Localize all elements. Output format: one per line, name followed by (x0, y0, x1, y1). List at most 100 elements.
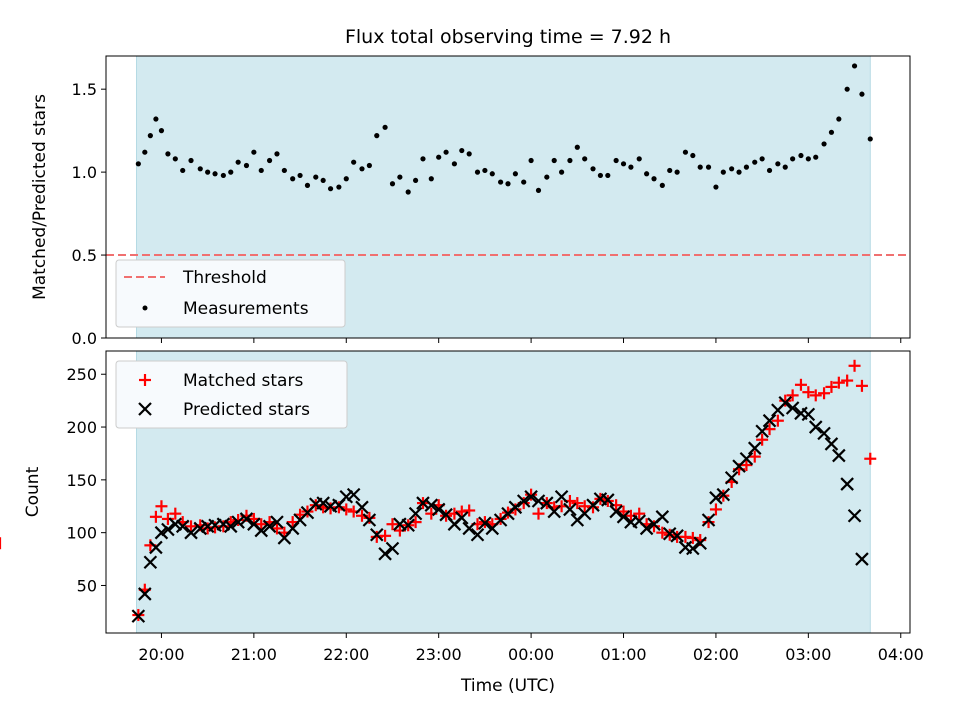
predicted-marker-b (563, 502, 577, 517)
predicted-marker-b (855, 552, 869, 566)
predicted-marker-b (470, 527, 485, 542)
measurement-point (220, 172, 226, 179)
measurement-point (743, 164, 750, 170)
matched-marker (771, 414, 784, 427)
predicted-marker-b (154, 525, 169, 540)
predicted-marker-b (847, 508, 862, 523)
bottom-axes-frame (105, 350, 911, 634)
measurement-point (251, 149, 257, 155)
top-legend: Threshold Measurements (115, 259, 346, 328)
measurement-point (205, 169, 211, 175)
predicted-marker (563, 502, 577, 517)
matched-marker (809, 389, 822, 402)
predicted-marker-b (455, 511, 469, 525)
measurement-point (813, 154, 819, 160)
predicted-marker-b (439, 507, 453, 522)
measurement-point (428, 176, 434, 182)
predicted-marker-b (369, 527, 384, 542)
measurement-point (228, 169, 234, 175)
measurement-point (382, 124, 388, 130)
predicted-marker-b (785, 401, 800, 415)
predicted-marker (408, 506, 423, 521)
measurement-point (590, 166, 596, 172)
measurement-point (736, 169, 742, 175)
measurement-point (359, 166, 365, 172)
matched-marker (656, 526, 669, 539)
measurement-point (153, 116, 159, 122)
measurement-point (705, 164, 712, 170)
measurement-point (304, 182, 311, 188)
predicted-marker (508, 500, 523, 515)
top-x-ticks (160, 338, 902, 343)
matched-marker (571, 497, 584, 510)
measurement-point (351, 159, 357, 165)
bottom-legend: Matched stars Predicted stars (115, 360, 348, 429)
predicted-marker (143, 555, 158, 570)
measurement-point (613, 157, 619, 164)
measurement-point (297, 172, 303, 179)
legend-measurements-swatch (142, 305, 148, 311)
predicted-marker (609, 504, 623, 519)
measurement-point (336, 184, 342, 190)
top-panel: 0.0 0.5 1.0 1.5 Matched/Predicted stars Thr… (30, 55, 911, 348)
matched-marker (386, 518, 399, 531)
bottom-x-tick-label: 23:00 (416, 645, 462, 664)
measurement-point (180, 167, 186, 174)
predicted-marker (516, 494, 531, 508)
predicted-marker-b (516, 494, 531, 508)
predicted-marker-b (601, 493, 615, 507)
predicted-marker (747, 441, 762, 455)
measurement-point (188, 157, 194, 164)
measurement-point (327, 186, 334, 192)
matched-marker (255, 518, 268, 531)
predicted-marker (739, 451, 754, 466)
predicted-marker (131, 609, 146, 623)
measurement-point (142, 149, 148, 155)
measurement-point (821, 141, 827, 147)
predicted-marker-b (832, 448, 846, 463)
predicted-markers (131, 395, 869, 623)
predicted-marker-b (223, 519, 238, 534)
measurement-point (844, 86, 850, 92)
predicted-marker-b (149, 540, 163, 555)
predicted-marker-b (670, 529, 684, 543)
predicted-marker-b (639, 521, 654, 536)
predicted-marker (808, 420, 823, 434)
measurement-points (135, 63, 873, 195)
matched-marker (748, 450, 761, 463)
legend-measurements-label: Measurements (183, 299, 309, 319)
measurement-point (281, 167, 287, 174)
measurement-point (274, 151, 280, 157)
matched-marker (825, 380, 838, 393)
bottom-x-ticks: 20:00 21:00 22:00 23:00 00:00 01:00 02:00 03:00… (138, 633, 924, 664)
matched-marker (363, 511, 376, 524)
legend-threshold-label: Threshold (182, 268, 267, 288)
measurement-point (567, 157, 573, 164)
matched-marker (161, 512, 174, 525)
predicted-marker-b (755, 424, 769, 439)
predicted-marker (655, 510, 670, 524)
predicted-marker (401, 518, 415, 533)
predicted-marker-b (262, 519, 277, 534)
matched-marker (217, 520, 230, 533)
predicted-marker (262, 519, 277, 534)
measurement-point (498, 179, 504, 185)
predicted-marker-b (362, 513, 377, 527)
bottom-x-tick-label: 03:00 (785, 645, 831, 664)
predicted-marker-b (794, 406, 808, 421)
measurement-point (374, 133, 380, 139)
predicted-marker-b (316, 496, 330, 510)
measurement-point (397, 174, 403, 180)
predicted-marker-b (808, 420, 823, 434)
top-y-ticks: 0.0 0.5 1.0 1.5 (72, 80, 106, 348)
legend-predicted-label: Predicted stars (183, 400, 310, 420)
matched-marker (864, 452, 877, 465)
predicted-marker-b (678, 540, 693, 555)
predicted-marker (231, 515, 245, 529)
measurement-point (697, 164, 703, 170)
measurement-point (798, 152, 804, 159)
measurement-point (512, 171, 518, 177)
matched-marker (232, 513, 245, 526)
measurement-point (690, 152, 696, 159)
top-y-tick-label: 0.0 (72, 329, 97, 348)
